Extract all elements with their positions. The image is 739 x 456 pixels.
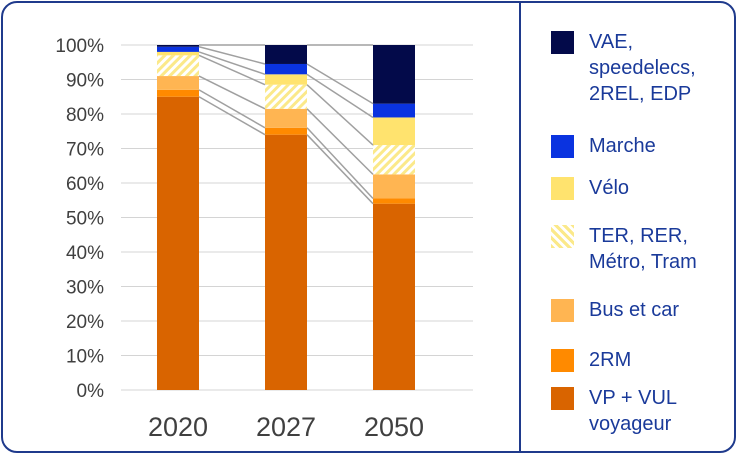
series-connector-line [198,45,266,65]
bar-segment [373,103,415,118]
y-tick-label: 40% [66,243,104,264]
bar-segment [265,108,307,128]
legend-swatch [551,299,574,322]
bar-segment [157,46,199,52]
bar-segment [265,63,307,75]
y-tick-label: 60% [66,174,104,195]
bar-segment [265,74,307,85]
bar-segment [157,45,199,47]
series-connector-line [198,51,266,76]
bar-segment [265,134,307,390]
bar-segment [157,96,199,390]
y-tick-label: 10% [66,347,104,368]
bar-segment [373,145,415,175]
legend-divider [519,3,521,451]
bar-segment [373,198,415,204]
bar-segment [373,117,415,146]
y-tick-label: 90% [66,71,104,92]
y-tick-label: 70% [66,140,104,161]
y-tick-label: 0% [77,381,105,402]
legend-swatch [551,349,574,372]
bar-segment [265,45,307,64]
y-tick-label: 80% [66,105,104,126]
bar-segment [265,84,307,109]
y-tick-label: 50% [66,209,104,230]
legend-label: Bus et car [589,299,680,321]
bar-segment [265,127,307,135]
bar-segment [373,203,415,390]
legend-swatch [551,31,574,54]
legend-swatch [551,177,574,200]
legend-label: TER, RER, Métro, Tram [589,225,697,273]
bar-segment [157,89,199,97]
bar-segment [373,174,415,199]
series-connector-line [198,89,266,129]
x-tick-label: 2050 [364,412,424,442]
bar-segment [373,45,415,104]
series-connector-line [198,75,266,110]
legend-label: Marche [589,135,656,157]
legend-swatch [551,225,574,248]
legend-swatch [551,387,574,410]
y-tick-label: 20% [66,312,104,333]
x-tick-label: 2027 [256,412,316,442]
bar-segment [157,76,199,90]
stacked-bar-chart: 0% 10% 20% 30% 40% 50% 60% 70% 80% 90% 100% 2020 202… [55,36,473,442]
bar-segment [157,55,199,77]
series-connector-line [306,63,374,105]
series-connector-line [306,134,374,205]
legend-label: VAE, speedelecs, 2REL, EDP [589,31,696,105]
legend-swatch [551,135,574,158]
series-connector-line [198,96,266,136]
legend-label: Vélo [589,177,630,199]
y-tick-label: 100% [55,36,104,57]
series-connector-line [306,73,374,119]
series-connector-line [306,108,374,175]
series-connector-line [198,54,266,86]
series-connector-line [306,84,374,146]
legend-label: 2RM [589,349,632,371]
bar-segment [157,51,199,56]
y-tick-label: 30% [66,278,104,299]
series-connector-line [306,127,374,200]
legend-label: VP + VUL voyageur [589,387,678,435]
x-tick-label: 2020 [148,412,208,442]
